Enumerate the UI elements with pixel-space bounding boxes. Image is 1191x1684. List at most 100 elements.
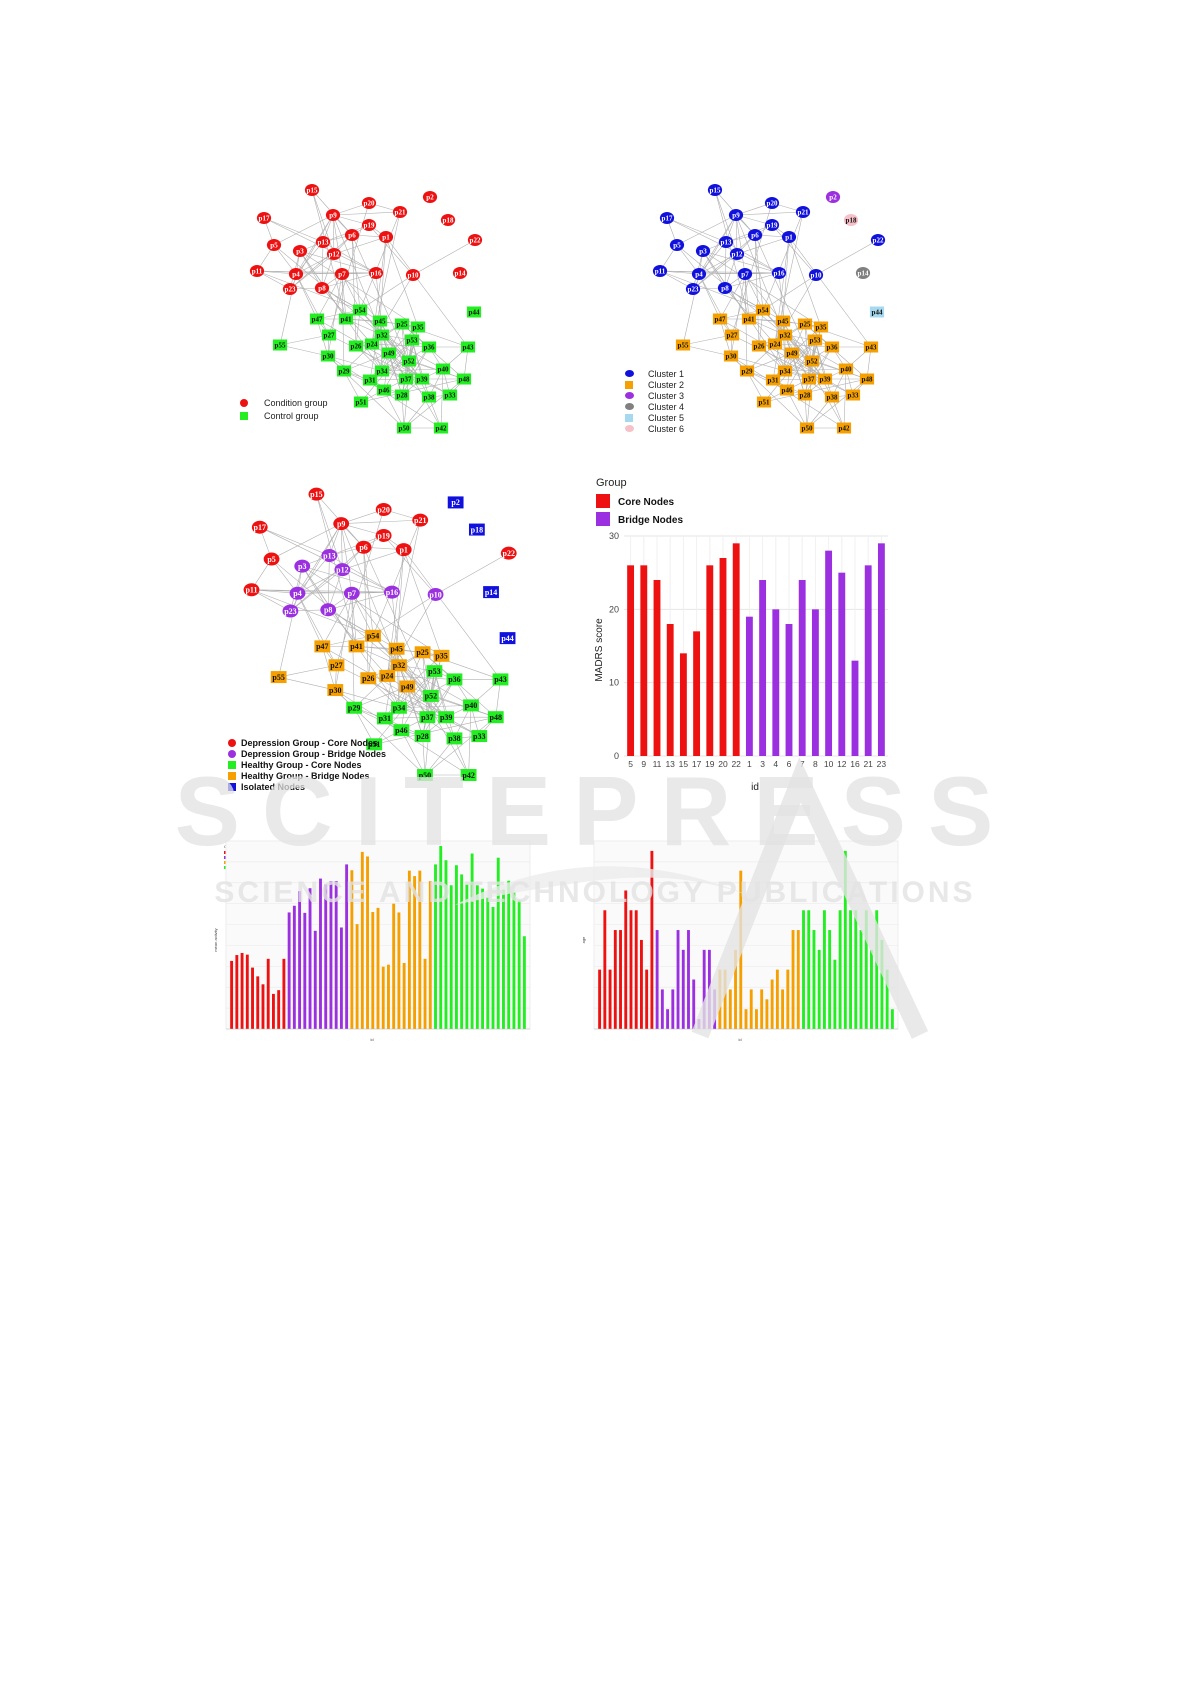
legend-item-cluster-1: Cluster 1 xyxy=(625,368,684,379)
activity-bar xyxy=(402,962,406,1029)
age-x-axis-label: id xyxy=(738,1037,741,1042)
network-node-label: p6 xyxy=(359,543,367,552)
network-node-p46: p46 xyxy=(779,384,795,396)
activity-bar xyxy=(345,864,349,1029)
network-node-p29: p29 xyxy=(346,701,363,714)
network-node-p13: p13 xyxy=(718,236,734,248)
network-node-label: p50 xyxy=(419,771,431,780)
network-node-label: p12 xyxy=(732,250,743,258)
network-node-p26: p26 xyxy=(751,340,767,352)
age-bar xyxy=(640,939,643,1029)
network-edge xyxy=(786,339,816,391)
network-node-label: p36 xyxy=(448,675,460,684)
activity-bar xyxy=(413,876,417,1029)
network-node-label: p41 xyxy=(341,315,352,323)
network-node-p4: p4 xyxy=(691,268,707,280)
network-edge xyxy=(371,343,423,380)
age-bar xyxy=(786,969,790,1029)
network-node-label: p6 xyxy=(751,231,759,239)
network-node-p7: p7 xyxy=(343,586,360,600)
network-node-p21: p21 xyxy=(412,513,429,527)
network-edge xyxy=(698,241,727,275)
age-bar xyxy=(864,910,868,1029)
age-bar xyxy=(744,1009,748,1029)
network-node-label: p20 xyxy=(364,199,375,207)
age-bar xyxy=(833,959,837,1029)
network-node-label: p52 xyxy=(404,357,415,365)
activity-bar xyxy=(486,896,490,1029)
network-node-label: p53 xyxy=(407,336,418,344)
network-node-p1: p1 xyxy=(781,231,797,243)
network-node-label: p34 xyxy=(780,367,791,375)
network-node-label: p11 xyxy=(245,586,257,595)
network-node-label: p16 xyxy=(774,269,785,277)
network-node-p10: p10 xyxy=(427,587,444,601)
legend-item-condition: Condition group xyxy=(240,396,328,409)
madrs-x-tick-label: 13 xyxy=(665,759,675,769)
network-node-label: p24 xyxy=(770,340,781,348)
activity-y-axis-label: mean activity xyxy=(213,928,218,951)
network-node-label: p22 xyxy=(873,236,884,244)
madrs-legend-label-core: Core Nodes xyxy=(618,497,675,508)
network-node-label: p46 xyxy=(782,386,793,394)
activity-bar xyxy=(272,993,275,1029)
network-edge xyxy=(301,565,400,708)
network-node-p29: p29 xyxy=(739,365,755,377)
network-node-p36: p36 xyxy=(824,341,840,353)
network-node-p26: p26 xyxy=(360,672,377,685)
network-edge xyxy=(806,378,868,429)
network-node-label: p29 xyxy=(339,367,350,375)
network-edge xyxy=(396,648,400,708)
network-edge xyxy=(322,635,374,647)
network-edge xyxy=(295,273,330,336)
activity-bar xyxy=(502,889,505,1029)
network-node-p17: p17 xyxy=(251,520,268,534)
network-node-p47: p47 xyxy=(712,313,728,325)
network-node-p33: p33 xyxy=(845,389,861,401)
network-node-p36: p36 xyxy=(421,341,437,353)
network-node-p6: p6 xyxy=(747,229,763,241)
network-node-p18: p18 xyxy=(843,214,859,226)
madrs-x-tick-label: 22 xyxy=(731,759,741,769)
network-edge xyxy=(401,730,426,776)
network-node-p35: p35 xyxy=(433,649,450,662)
network-node-p50: p50 xyxy=(417,769,433,781)
network-node-label: p9 xyxy=(329,211,337,219)
network-node-p48: p48 xyxy=(456,373,472,385)
network-node-p7: p7 xyxy=(334,268,350,280)
network-node-label: p19 xyxy=(377,531,389,540)
legend-item-cluster-4: Cluster 4 xyxy=(625,401,684,412)
network-edge xyxy=(297,555,330,594)
network-node-p51: p51 xyxy=(366,738,383,751)
legend-groups: Condition group Control group xyxy=(240,396,328,422)
network-node-label: p40 xyxy=(841,365,852,373)
age-bar xyxy=(843,850,847,1029)
network-edge xyxy=(321,287,381,322)
age-bar xyxy=(713,989,717,1029)
madrs-bar xyxy=(666,624,674,756)
network-node-label: p31 xyxy=(768,376,779,384)
network-node-p4: p4 xyxy=(288,268,304,280)
network-node-label: p46 xyxy=(395,726,407,735)
network-node-label: p50 xyxy=(802,424,813,432)
network-node-label: p51 xyxy=(356,398,367,406)
network-edge xyxy=(424,738,455,776)
network-node-p3: p3 xyxy=(294,559,311,573)
network-node-p33: p33 xyxy=(471,730,488,743)
network-edge xyxy=(341,519,421,524)
legend-label-depression-core: Depression Group - Core Nodes xyxy=(241,737,379,748)
network-node-p11: p11 xyxy=(249,265,265,277)
activity-bar xyxy=(507,880,511,1029)
network-node-label: p43 xyxy=(463,343,474,351)
madrs-bar xyxy=(745,616,753,756)
network-node-p21: p21 xyxy=(795,206,811,218)
network-edge xyxy=(328,591,393,611)
network-node-p1: p1 xyxy=(378,231,394,243)
network-node-p17: p17 xyxy=(659,212,675,224)
network-node-label: p25 xyxy=(800,320,811,328)
madrs-bar xyxy=(851,660,859,756)
network-node-p18: p18 xyxy=(440,214,456,226)
network-node-label: p47 xyxy=(316,642,328,651)
network-node-label: p24 xyxy=(367,340,378,348)
